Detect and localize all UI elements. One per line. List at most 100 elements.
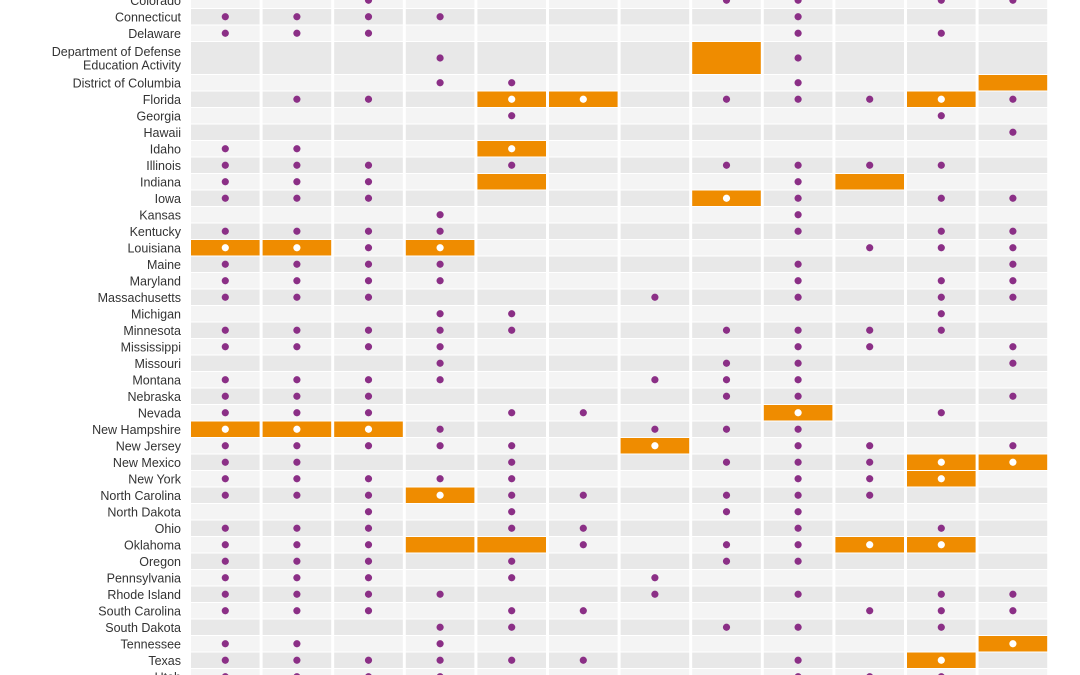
cell bbox=[835, 9, 904, 25]
dot-mark bbox=[1009, 0, 1017, 4]
row-label: Tennessee bbox=[121, 637, 182, 651]
dot-mark bbox=[722, 95, 731, 103]
cell bbox=[978, 405, 1048, 421]
dot-mark bbox=[293, 409, 301, 417]
dot-mark bbox=[722, 491, 731, 499]
row-label: Nebraska bbox=[128, 390, 182, 404]
cell bbox=[978, 504, 1048, 520]
dot-mark bbox=[866, 475, 874, 483]
dot-mark bbox=[293, 557, 301, 565]
dot-mark bbox=[508, 524, 516, 532]
dot-mark bbox=[937, 623, 945, 631]
highlight-cell bbox=[978, 75, 1048, 91]
dot-mark bbox=[866, 442, 874, 450]
dot-mark bbox=[221, 244, 229, 252]
row-label: Maryland bbox=[130, 274, 181, 288]
dot-mark bbox=[508, 475, 516, 483]
cell bbox=[477, 42, 546, 74]
row-label: Kentucky bbox=[130, 225, 182, 239]
cell bbox=[835, 636, 904, 652]
row-label: Florida bbox=[143, 93, 181, 107]
cell bbox=[477, 240, 546, 256]
dot-mark bbox=[937, 310, 945, 318]
cell bbox=[405, 0, 475, 8]
cell bbox=[620, 471, 690, 487]
dot-mark bbox=[794, 392, 802, 400]
cell bbox=[477, 124, 546, 140]
cell bbox=[835, 520, 904, 536]
dot-mark bbox=[221, 574, 229, 582]
cell bbox=[191, 42, 260, 74]
cell bbox=[620, 636, 690, 652]
dot-mark bbox=[794, 425, 802, 433]
cell bbox=[405, 669, 475, 675]
dot-mark bbox=[436, 13, 444, 21]
cell bbox=[692, 603, 761, 619]
cell bbox=[477, 25, 546, 41]
cell bbox=[262, 0, 332, 8]
cell bbox=[907, 207, 976, 223]
cell bbox=[191, 504, 260, 520]
cell bbox=[978, 42, 1048, 74]
dot-mark bbox=[293, 524, 301, 532]
cell bbox=[262, 306, 332, 322]
cell bbox=[620, 553, 690, 569]
cell bbox=[907, 438, 976, 454]
dot-mark bbox=[364, 194, 373, 202]
cell bbox=[978, 306, 1048, 322]
cell bbox=[549, 339, 618, 355]
dot-mark bbox=[794, 442, 802, 450]
cell bbox=[477, 586, 546, 602]
cell bbox=[835, 669, 904, 675]
dot-mark bbox=[722, 425, 731, 433]
dot-mark bbox=[579, 409, 587, 417]
row-label: Colorado bbox=[130, 0, 181, 8]
cell bbox=[835, 372, 904, 388]
row-label: Hawaii bbox=[143, 126, 181, 140]
dot-mark bbox=[937, 541, 945, 549]
cell bbox=[620, 207, 690, 223]
row-label: Kansas bbox=[139, 208, 181, 222]
cell bbox=[692, 174, 761, 190]
cell bbox=[477, 273, 546, 289]
row-label: Minnesota bbox=[123, 324, 181, 338]
cell bbox=[978, 108, 1048, 124]
dot-mark bbox=[794, 29, 802, 37]
highlight-cell bbox=[835, 174, 904, 190]
dot-mark bbox=[651, 574, 659, 582]
dot-mark bbox=[293, 326, 301, 334]
dot-mark bbox=[293, 145, 301, 153]
dot-mark bbox=[293, 227, 301, 235]
dot-mark bbox=[722, 557, 731, 565]
cell bbox=[549, 240, 618, 256]
row-label: Maine bbox=[147, 258, 181, 272]
cell bbox=[620, 306, 690, 322]
row-label: South Dakota bbox=[105, 621, 181, 635]
dot-mark bbox=[436, 211, 444, 219]
dot-mark bbox=[579, 524, 587, 532]
dot-mark bbox=[293, 541, 301, 549]
dot-mark bbox=[722, 326, 731, 334]
dot-mark bbox=[722, 0, 731, 4]
dot-mark bbox=[508, 623, 516, 631]
cell bbox=[907, 9, 976, 25]
dot-mark bbox=[722, 194, 731, 202]
highlight-cell bbox=[692, 42, 761, 74]
cell bbox=[763, 669, 833, 675]
dot-mark bbox=[937, 277, 945, 285]
cell bbox=[620, 190, 690, 206]
cell bbox=[334, 42, 403, 74]
cell bbox=[549, 619, 618, 635]
cell bbox=[620, 487, 690, 503]
dot-mark bbox=[937, 475, 945, 483]
cell bbox=[334, 454, 403, 470]
row-label: Illinois bbox=[146, 159, 181, 173]
dot-mark bbox=[221, 590, 229, 598]
dot-mark bbox=[221, 392, 229, 400]
row-label: Nevada bbox=[138, 406, 181, 420]
dot-mark bbox=[221, 29, 229, 37]
row-label: North Dakota bbox=[107, 505, 181, 519]
cell bbox=[692, 25, 761, 41]
cell bbox=[978, 471, 1048, 487]
dot-mark bbox=[1009, 95, 1017, 103]
